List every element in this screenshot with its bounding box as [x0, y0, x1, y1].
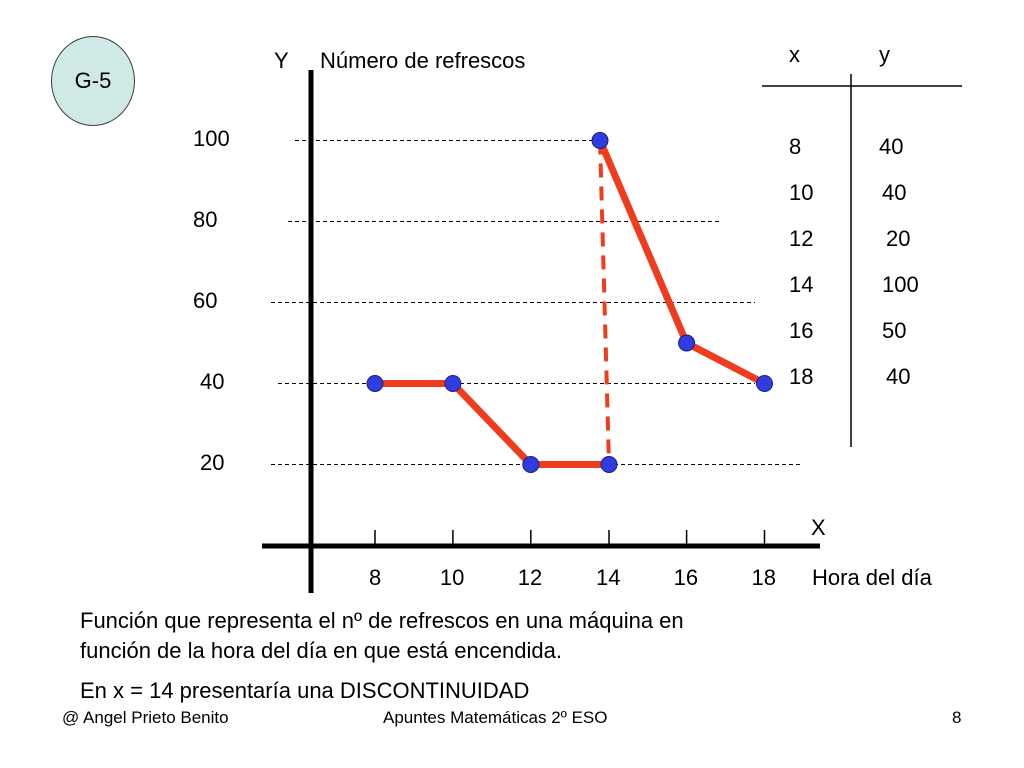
- y-axis-letter: Y: [274, 48, 289, 73]
- table-cell-x: 16: [789, 318, 814, 343]
- axes: [262, 70, 820, 593]
- x-tick-label: 14: [596, 565, 621, 590]
- table-header-x: x: [789, 42, 800, 67]
- caption-line-3: En x = 14 presentaría una DISCONTINUIDAD: [80, 678, 530, 703]
- table-header-y: y: [879, 42, 890, 67]
- footer-course: Apuntes Matemáticas 2º ESO: [383, 708, 608, 727]
- footer-page-number: 8: [952, 708, 962, 727]
- data-point-16-50: [678, 334, 696, 352]
- x-tick-label: 16: [673, 565, 699, 590]
- caption-line-1: Función que representa el nº de refresco…: [80, 608, 684, 633]
- data-point-18-40: [756, 375, 773, 392]
- table-cell-y: 100: [882, 272, 919, 297]
- data-point-8-40: [366, 375, 384, 392]
- x-axis-letter: X: [811, 515, 826, 540]
- table-cell-x: 18: [789, 364, 814, 389]
- footer-author: @ Angel Prieto Benito: [62, 708, 229, 727]
- y-tick-label: 20: [200, 449, 225, 475]
- x-tick-label: 8: [369, 565, 382, 590]
- table-cell-y: 50: [882, 318, 907, 343]
- gridlines: [271, 140, 803, 465]
- table-cell-x: 10: [789, 180, 814, 205]
- x-tick-label: 18: [751, 565, 776, 590]
- table-cell-x: 12: [789, 226, 814, 251]
- data-point-14-20: [600, 456, 618, 473]
- y-tick-label: 40: [200, 368, 225, 394]
- table-cell-y: 40: [886, 364, 911, 389]
- discontinuity-line: [598, 140, 611, 465]
- y-tick-label: 60: [193, 287, 218, 313]
- table-cell-x: 14: [789, 272, 814, 297]
- slide-badge: G-5: [51, 36, 135, 126]
- y-tick-label: 100: [193, 125, 230, 151]
- x-axis-title: Hora del día: [812, 565, 932, 590]
- series-line-1: [371, 380, 613, 468]
- table-lines: [762, 74, 962, 447]
- x-tick-label: 10: [439, 565, 465, 590]
- points: [366, 132, 773, 473]
- table-cell-y: 20: [886, 226, 911, 251]
- y-axis-title: Número de refrescos: [320, 48, 526, 73]
- y-tick-label: 80: [193, 206, 218, 232]
- data-point-12-20: [522, 456, 540, 473]
- data-point-10-40: [444, 375, 462, 392]
- caption-line-2: función de la hora del día en que está e…: [80, 638, 562, 663]
- data-point-14-100: [591, 132, 609, 149]
- table-cell-y: 40: [882, 180, 907, 205]
- badge-label: G-5: [74, 68, 112, 93]
- table-cell-y: 40: [879, 134, 904, 159]
- table-cell-x: 8: [789, 134, 802, 159]
- x-tick-label: 12: [517, 565, 543, 590]
- x-tick-marks: [374, 530, 766, 546]
